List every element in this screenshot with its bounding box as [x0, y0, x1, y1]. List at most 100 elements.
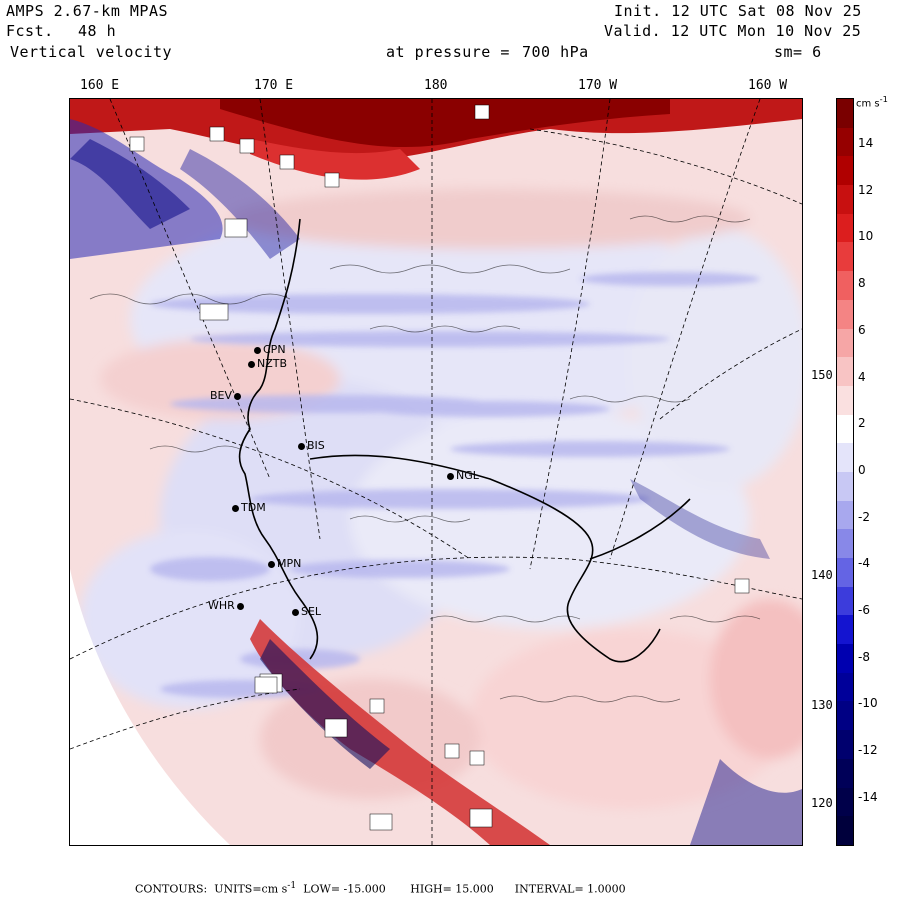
colorbar-tick-label: 2: [858, 416, 866, 431]
station-tdm: TDM: [232, 501, 266, 514]
colorbar-tick-label: -2: [858, 509, 870, 524]
colorbar-segment: [837, 816, 853, 845]
colorbar-unit: cm s-1: [856, 94, 888, 109]
colorbar-segment: [837, 787, 853, 817]
station-label: BEV: [210, 389, 233, 402]
station-dot-icon: [248, 360, 255, 368]
colorbar-segment: [837, 615, 853, 645]
station-dot-icon: [254, 346, 261, 354]
contour-lines: [89, 215, 761, 703]
station-label: BIS: [307, 439, 325, 452]
footer-units-exp: -1: [287, 880, 297, 891]
map-field-graphic: [70, 99, 802, 845]
lon-label-170w: 170 W: [578, 78, 618, 93]
station-label: CPN: [263, 343, 286, 356]
colorbar-segment: [837, 414, 853, 444]
station-dot-icon: [232, 504, 239, 512]
colorbar-segment: [837, 701, 853, 731]
pressure-value: 700 hPa: [522, 43, 589, 61]
station-label: SEL: [301, 605, 322, 618]
colorbar-segment: [837, 299, 853, 329]
forecast-label: Fcst.: [6, 22, 54, 40]
lon-label-160w: 160 W: [748, 78, 788, 93]
colorbar-tick-label: 14: [858, 136, 874, 150]
station-label: WHR: [208, 599, 235, 612]
colorbar-segment: [837, 385, 853, 415]
station-dot-icon: [234, 392, 242, 400]
forecast-hour: 48 h: [78, 22, 117, 40]
colorbar-segment: [837, 271, 853, 300]
colorbar-tick-label: -6: [858, 603, 870, 617]
station-bev: BEV: [210, 389, 243, 402]
colorbar-tick-label: -10: [858, 696, 878, 711]
colorbar-segment: [837, 127, 853, 157]
contour-info-footer: CONTOURS: UNITS=cm s-1 LOW= -15.000 HIGH…: [135, 880, 626, 896]
vertical-velocity-map: CPN NZTB BEV BIS NGL TDM MPN WHR SEL: [69, 98, 803, 846]
footer-units: UNITS=cm s: [214, 882, 288, 896]
colorbar-segment: [837, 471, 853, 501]
footer-contours: CONTOURS:: [135, 882, 208, 896]
colorbar-segment: [837, 529, 853, 558]
colorbar-unit-exp: -1: [879, 94, 888, 104]
colorbar-segment: [837, 672, 853, 702]
smoothing-value: sm= 6: [774, 43, 822, 61]
station-dot-icon: [292, 608, 299, 616]
colorbar-segment: [837, 213, 853, 243]
colorbar-tick-label: 12: [858, 182, 874, 197]
footer-low: LOW= -15.000: [303, 882, 386, 896]
station-whr: WHR: [208, 599, 246, 612]
colorbar-tick-label: 8: [858, 276, 866, 291]
valid-time: Valid. 12 UTC Mon 10 Nov 25: [604, 22, 862, 40]
colorbar-unit-text: cm s: [856, 98, 880, 110]
station-dot-icon: [298, 442, 305, 450]
coastal-activity: [250, 479, 802, 845]
colorbar-segment: [837, 758, 853, 788]
contour-value-labels: [129, 104, 750, 831]
colorbar-segment: [837, 586, 853, 616]
station-dot-icon: [236, 602, 244, 610]
colorbar-tick-label: -14: [858, 789, 878, 804]
colorbar-segment: [837, 328, 853, 358]
colorbar-tick-label: 6: [858, 322, 866, 337]
station-nztb: NZTB: [248, 357, 287, 370]
colorbar-segment: [837, 558, 853, 587]
colorbar-segment: [837, 99, 853, 128]
colorbar-segment: [837, 443, 853, 472]
coastline: [238, 218, 691, 663]
station-sel: SEL: [292, 605, 321, 618]
colorbar-segment: [837, 730, 853, 759]
colorbar-segment: [837, 357, 853, 386]
footer-interval: INTERVAL= 1.0000: [514, 882, 626, 896]
blue-bands: [150, 272, 760, 698]
colorbar-tick-label: 4: [858, 369, 866, 384]
station-dot-icon: [268, 560, 275, 568]
lon-label-170e: 170 E: [254, 78, 294, 93]
station-label: MPN: [277, 557, 302, 570]
station-label: TDM: [241, 501, 266, 514]
colorbar-tick-label: -12: [858, 743, 878, 758]
station-label: NZTB: [257, 357, 288, 370]
station-mpn: MPN: [268, 557, 301, 570]
footer-high: HIGH= 15.000: [410, 882, 494, 896]
pressure-label: at pressure =: [386, 43, 510, 61]
colorbar-tick-label: -4: [858, 556, 870, 571]
model-title: AMPS 2.67-km MPAS: [6, 2, 169, 20]
colorbar-segment: [837, 242, 853, 272]
colorbar-tick-label: -8: [858, 649, 870, 664]
station-ngl: NGL: [447, 469, 479, 482]
colorbar-tick-label: 0: [858, 462, 866, 477]
colorbar-segment: [837, 644, 853, 673]
lon-label-180: 180: [424, 78, 448, 93]
station-dot-icon: [447, 472, 454, 480]
colorbar-segment: [837, 500, 853, 530]
station-bis: BIS: [298, 439, 325, 452]
init-time: Init. 12 UTC Sat 08 Nov 25: [614, 2, 862, 20]
colorbar-segment: [837, 156, 853, 186]
station-cpn: CPN: [254, 343, 286, 356]
lon-label-160e: 160 E: [80, 78, 120, 93]
colorbar: [836, 98, 854, 846]
station-label: NGL: [456, 469, 479, 482]
colorbar-segment: [837, 185, 853, 214]
field-name: Vertical velocity: [10, 43, 173, 61]
colorbar-tick-label: 10: [858, 229, 874, 244]
